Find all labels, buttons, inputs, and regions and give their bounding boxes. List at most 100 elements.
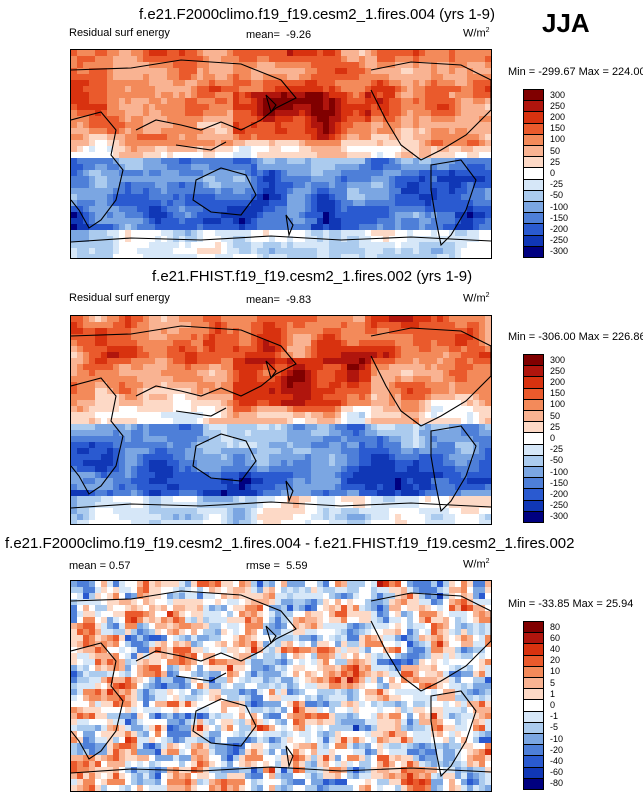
field-cell (239, 508, 246, 515)
field-cell (101, 466, 108, 473)
field-cell (311, 490, 318, 497)
field-cell (293, 346, 300, 353)
field-cell (221, 472, 228, 479)
field-cell (485, 236, 491, 243)
field-cell (485, 146, 491, 153)
field-cell (245, 200, 252, 207)
field-cell (377, 490, 384, 497)
field-cell (293, 520, 300, 524)
field-cell (341, 508, 348, 515)
field-cell (119, 382, 126, 389)
field-cell (383, 62, 390, 69)
field-cell (167, 496, 174, 503)
field-cell (71, 98, 78, 105)
field-cell (107, 430, 114, 437)
field-cell (449, 206, 456, 213)
field-cell (191, 242, 198, 249)
field-cell (461, 230, 468, 237)
field-cell (125, 382, 132, 389)
field-cell (431, 370, 438, 377)
field-cell (77, 248, 84, 255)
field-cell (137, 388, 144, 395)
field-cell (161, 134, 168, 141)
field-cell (233, 442, 240, 449)
field-cell (467, 62, 474, 69)
field-cell (401, 376, 408, 383)
field-cell (413, 206, 420, 213)
field-cell (143, 104, 150, 111)
field-cell (101, 322, 108, 329)
field-cell (329, 436, 336, 443)
field-cell (215, 98, 222, 105)
field-cell (131, 406, 138, 413)
field-cell (77, 200, 84, 207)
field-cell (191, 146, 198, 153)
field-cell (473, 442, 480, 449)
field-cell (269, 170, 276, 177)
field-cell (101, 80, 108, 87)
field-cell (221, 436, 228, 443)
field-cell (407, 152, 414, 159)
field-cell (227, 520, 234, 524)
field-cell (473, 514, 480, 521)
field-cell (479, 478, 486, 485)
field-cell (335, 242, 342, 249)
field-cell (101, 170, 108, 177)
field-cell (485, 206, 491, 213)
field-cell (149, 152, 156, 159)
field-cell (149, 424, 156, 431)
field-cell (77, 128, 84, 135)
field-cell (305, 490, 312, 497)
field-cell (167, 122, 174, 129)
field-cell (347, 50, 354, 57)
field-cell (95, 200, 102, 207)
field-cell (341, 194, 348, 201)
field-cell (431, 224, 438, 231)
field-cell (299, 110, 306, 117)
field-cell (113, 122, 120, 129)
field-cell (83, 418, 90, 425)
field-cell (401, 194, 408, 201)
field-cell (479, 218, 486, 225)
field-cell (125, 454, 132, 461)
field-cell (161, 242, 168, 249)
field-cell (479, 316, 486, 323)
field-cell (83, 400, 90, 407)
field-cell (419, 472, 426, 479)
field-cell (251, 430, 258, 437)
field-cell (155, 152, 162, 159)
colorbar-tick-label: 0 (550, 168, 556, 178)
field-cell (455, 496, 462, 503)
field-cell (131, 140, 138, 147)
field-cell (119, 200, 126, 207)
field-cell (437, 140, 444, 147)
field-cell (395, 520, 402, 524)
field-cell (431, 56, 438, 63)
field-cell (449, 50, 456, 57)
colorbar-tick-label: -300 (550, 511, 569, 522)
field-cell (461, 340, 468, 347)
field-cell (89, 170, 96, 177)
field-cell (185, 406, 192, 413)
field-cell (317, 460, 324, 467)
field-cell (413, 364, 420, 371)
field-cell (377, 406, 384, 413)
field-cell (395, 158, 402, 165)
field-cell (197, 340, 204, 347)
field-cell (245, 346, 252, 353)
field-cell (455, 382, 462, 389)
field-cell (425, 218, 432, 225)
field-cell (443, 68, 450, 75)
field-cell (233, 316, 240, 323)
field-cell (89, 496, 96, 503)
field-cell (233, 170, 240, 177)
field-cell (353, 218, 360, 225)
field-cell (113, 146, 120, 153)
field-cell (329, 406, 336, 413)
field-cell (311, 316, 318, 323)
field-cell (173, 218, 180, 225)
field-cell (413, 376, 420, 383)
field-cell (143, 394, 150, 401)
field-cell (413, 104, 420, 111)
field-cell (239, 346, 246, 353)
